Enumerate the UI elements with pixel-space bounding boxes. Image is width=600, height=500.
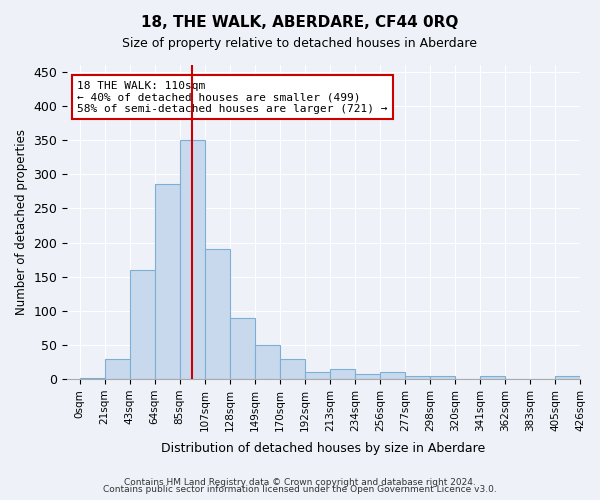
Bar (280, 358, 305, 379)
Bar (330, 369, 355, 379)
Bar (380, 372, 405, 379)
Text: 18 THE WALK: 110sqm
← 40% of detached houses are smaller (499)
58% of semi-detac: 18 THE WALK: 110sqm ← 40% of detached ho… (77, 80, 388, 114)
Text: Contains HM Land Registry data © Crown copyright and database right 2024.: Contains HM Land Registry data © Crown c… (124, 478, 476, 487)
Bar (480, 376, 505, 379)
Bar (255, 345, 280, 379)
Text: Contains public sector information licensed under the Open Government Licence v3: Contains public sector information licen… (103, 486, 497, 494)
Bar (230, 318, 255, 379)
Bar (130, 270, 155, 379)
Bar (155, 184, 180, 379)
Text: Size of property relative to detached houses in Aberdare: Size of property relative to detached ho… (122, 38, 478, 51)
Bar (180, 140, 205, 379)
Y-axis label: Number of detached properties: Number of detached properties (15, 129, 28, 315)
Bar (555, 376, 580, 379)
Bar (430, 376, 455, 379)
Bar (104, 358, 130, 379)
Bar (80, 378, 104, 379)
Bar (205, 250, 230, 379)
X-axis label: Distribution of detached houses by size in Aberdare: Distribution of detached houses by size … (161, 442, 486, 455)
Bar (405, 376, 430, 379)
Bar (355, 374, 380, 379)
Bar (305, 372, 330, 379)
Text: 18, THE WALK, ABERDARE, CF44 0RQ: 18, THE WALK, ABERDARE, CF44 0RQ (142, 15, 458, 30)
